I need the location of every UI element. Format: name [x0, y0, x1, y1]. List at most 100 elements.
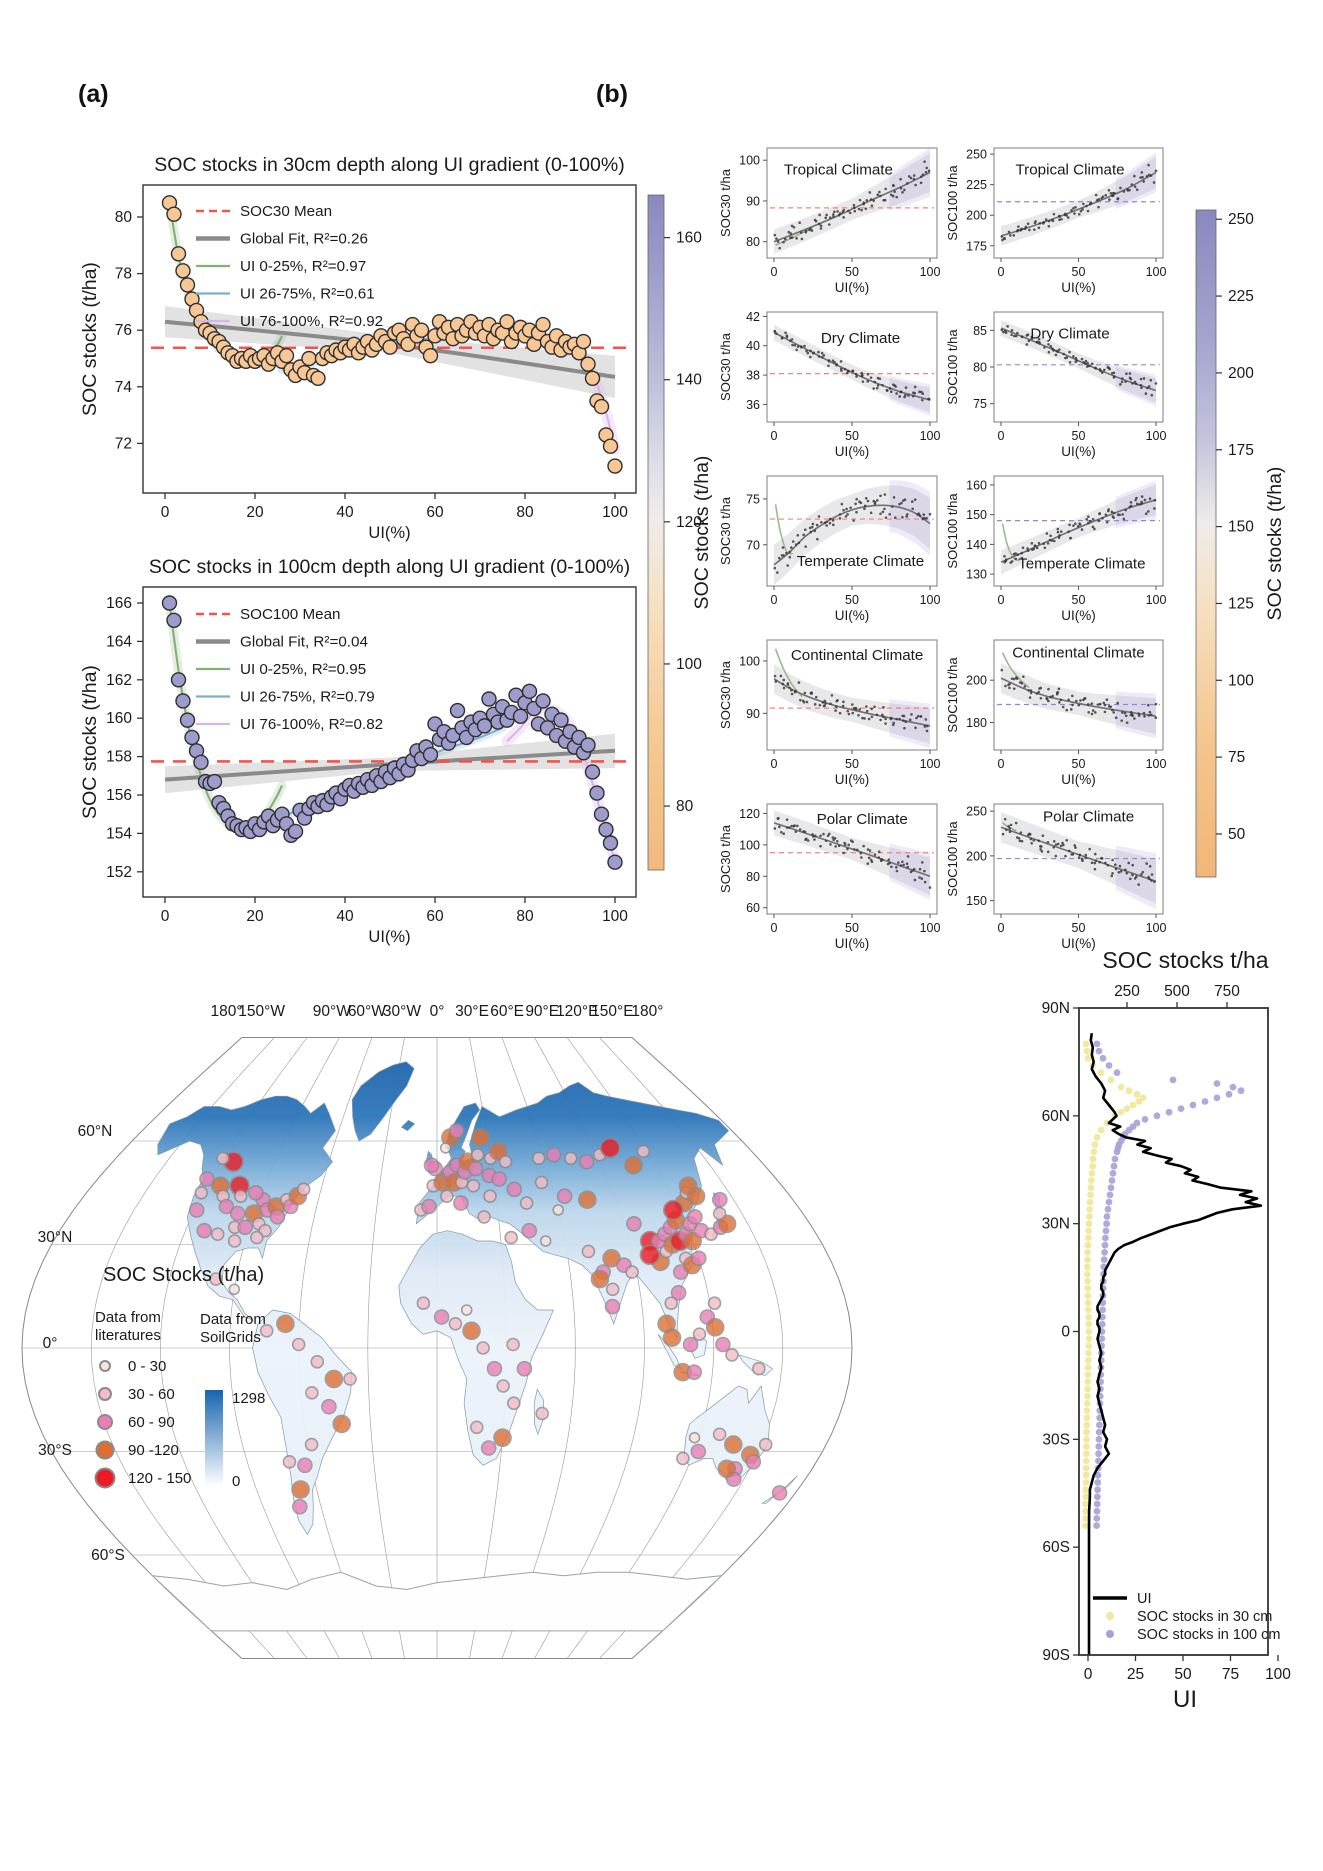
- svg-text:30°S: 30°S: [38, 1442, 72, 1459]
- svg-text:250: 250: [966, 805, 987, 819]
- svg-text:42: 42: [746, 310, 760, 324]
- colorbar-panel-b: 250 225 200 175 150 125 100 75 50 SOC stocks (t/h…: [1195, 209, 1286, 878]
- svg-text:0: 0: [771, 921, 778, 935]
- svg-text:0: 0: [161, 908, 170, 925]
- svg-text:100: 100: [602, 504, 628, 521]
- svg-text:Temperate Climate: Temperate Climate: [797, 553, 924, 570]
- svg-text:60°E: 60°E: [490, 1003, 524, 1020]
- svg-text:100: 100: [1146, 757, 1167, 771]
- svg-text:80: 80: [516, 908, 534, 925]
- svg-text:SOC stocks (t/ha): SOC stocks (t/ha): [1264, 467, 1286, 621]
- plot-b-polar-left: 0 50 100 60 80 100 120 UI(%) SOC30 t/ha Polar Cli…: [718, 803, 941, 951]
- svg-text:180: 180: [966, 716, 987, 730]
- svg-text:UI(%): UI(%): [1061, 936, 1096, 951]
- svg-text:100: 100: [602, 908, 628, 925]
- svg-text:UI(%): UI(%): [1061, 280, 1096, 295]
- svg-text:Data from: Data from: [95, 1309, 161, 1326]
- svg-text:162: 162: [106, 672, 132, 689]
- svg-text:0: 0: [1084, 1666, 1093, 1683]
- svg-text:SOC stocks (t/ha): SOC stocks (t/ha): [79, 665, 101, 819]
- svg-text:100: 100: [920, 757, 941, 771]
- svg-text:Tropical Climate: Tropical Climate: [1015, 161, 1124, 178]
- svg-text:UI 76-100%, R²=0.82: UI 76-100%, R²=0.82: [240, 716, 383, 733]
- svg-text:100: 100: [920, 921, 941, 935]
- svg-text:160: 160: [676, 230, 702, 247]
- svg-text:SOC30 Mean: SOC30 Mean: [240, 203, 332, 220]
- svg-text:76: 76: [115, 322, 132, 339]
- svg-text:60 - 90: 60 - 90: [128, 1414, 175, 1431]
- svg-text:74: 74: [115, 379, 133, 396]
- svg-text:120: 120: [676, 514, 702, 531]
- dots: [773, 674, 929, 733]
- map-points: [188, 1122, 788, 1515]
- svg-text:36: 36: [746, 398, 760, 412]
- svg-text:225: 225: [1228, 288, 1254, 305]
- svg-text:150°W: 150°W: [238, 1003, 285, 1020]
- svg-text:40: 40: [336, 504, 354, 521]
- svg-text:30°E: 30°E: [455, 1003, 489, 1020]
- svg-text:0: 0: [1061, 1324, 1070, 1341]
- svg-text:SOC100 t/ha: SOC100 t/ha: [945, 821, 960, 897]
- svg-text:90: 90: [746, 707, 760, 721]
- svg-text:60S: 60S: [1042, 1539, 1070, 1556]
- panel-b-label: (b): [596, 80, 628, 108]
- svg-text:80: 80: [115, 209, 133, 226]
- svg-text:50: 50: [1174, 1666, 1192, 1683]
- svg-text:78: 78: [115, 266, 132, 283]
- svg-text:0: 0: [998, 757, 1005, 771]
- svg-text:100: 100: [920, 265, 941, 279]
- svg-text:SOC30 t/ha: SOC30 t/ha: [718, 496, 733, 565]
- svg-text:100: 100: [676, 656, 702, 673]
- svg-text:Dry Climate: Dry Climate: [821, 330, 900, 347]
- dots: [773, 329, 931, 402]
- svg-text:60°W: 60°W: [348, 1003, 386, 1020]
- svg-text:60N: 60N: [1042, 1108, 1070, 1125]
- svg-text:72: 72: [115, 435, 132, 452]
- ui-profile-line: [1087, 1033, 1263, 1655]
- svg-text:0: 0: [998, 429, 1005, 443]
- svg-text:164: 164: [106, 633, 132, 650]
- plot-soc30: 0 20 40 60 80 100 72 74 76 78 80 UI(%) SOC stocks in…: [79, 154, 637, 542]
- svg-text:180°: 180°: [211, 1003, 243, 1020]
- svg-text:1298: 1298: [232, 1390, 265, 1407]
- svg-text:120°E: 120°E: [556, 1003, 598, 1020]
- dots: [1003, 495, 1157, 564]
- svg-text:30S: 30S: [1042, 1431, 1070, 1448]
- svg-text:160: 160: [966, 478, 987, 492]
- svg-text:120: 120: [739, 807, 760, 821]
- svg-text:SOC stocks (t/ha): SOC stocks (t/ha): [79, 262, 101, 416]
- svg-text:UI 26-75%, R²=0.79: UI 26-75%, R²=0.79: [240, 689, 375, 706]
- plot-b-polar-right: 0 50 100 150 200 250 UI(%) SOC100 t/ha Polar Cli…: [945, 803, 1167, 951]
- svg-text:Global Fit, R²=0.04: Global Fit, R²=0.04: [240, 634, 368, 651]
- svg-text:0: 0: [771, 429, 778, 443]
- plot-b-tropical-left: 0 50 100 80 90 100 UI(%) SOC30 t/ha Tropical Cli…: [718, 147, 941, 295]
- svg-text:152: 152: [106, 864, 132, 881]
- dots: [773, 816, 932, 889]
- dots: [1000, 163, 1158, 242]
- svg-text:Polar Climate: Polar Climate: [817, 811, 908, 828]
- svg-text:160: 160: [106, 710, 132, 727]
- svg-text:100: 100: [1265, 1666, 1291, 1683]
- dots: [1001, 817, 1156, 886]
- svg-text:125: 125: [1228, 595, 1254, 612]
- svg-text:UI: UI: [1173, 1686, 1197, 1713]
- svg-text:60°N: 60°N: [78, 1123, 113, 1140]
- soc30-dots: [1082, 1040, 1147, 1529]
- svg-text:0: 0: [998, 593, 1005, 607]
- svg-text:40: 40: [336, 908, 354, 925]
- svg-text:0°: 0°: [43, 1335, 58, 1352]
- plot-b-continental-right: 0 50 100 180 200 UI(%) SOC100 t/ha Continental …: [945, 639, 1167, 787]
- svg-text:25: 25: [1127, 1666, 1144, 1683]
- svg-text:SOC stocks in 100 cm: SOC stocks in 100 cm: [1137, 1627, 1280, 1643]
- svg-text:Temperate Climate: Temperate Climate: [1018, 555, 1145, 572]
- svg-text:80: 80: [746, 235, 760, 249]
- svg-text:75: 75: [746, 492, 760, 506]
- lat-plot-legend: UI SOC stocks in 30 cm SOC stocks in 100 c…: [1093, 1591, 1280, 1643]
- svg-text:SOC Stocks (t/ha): SOC Stocks (t/ha): [103, 1264, 264, 1286]
- svg-text:Global Fit, R²=0.26: Global Fit, R²=0.26: [240, 231, 368, 248]
- svg-text:75: 75: [973, 397, 987, 411]
- svg-text:100: 100: [920, 593, 941, 607]
- svg-text:175: 175: [966, 239, 987, 253]
- svg-text:100: 100: [1146, 921, 1167, 935]
- svg-text:50: 50: [1072, 757, 1086, 771]
